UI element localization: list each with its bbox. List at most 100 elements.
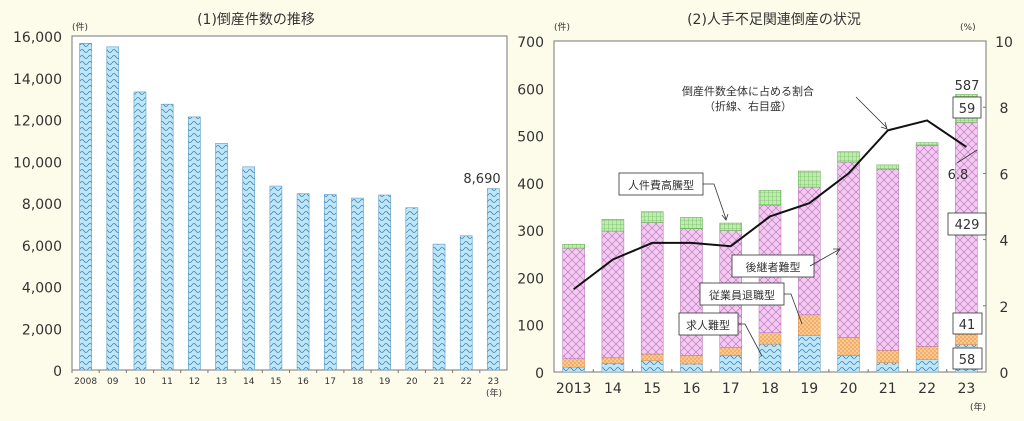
recruit-2023-value: 58 [959, 353, 976, 368]
bar-segment [758, 332, 782, 345]
bar-segment [719, 222, 742, 231]
arrow-head-icon [833, 248, 841, 256]
y-unit-label: (件) [72, 21, 88, 33]
x-tick-label: 19 [379, 377, 391, 387]
x-tick-label: 17 [722, 381, 740, 397]
bar [269, 185, 283, 371]
x-tick-label: 12 [189, 377, 200, 387]
x-tick-label: 16 [683, 381, 701, 397]
x-tick-label: 10 [134, 377, 146, 387]
bar [351, 197, 364, 371]
y-tick-label-left: 400 [517, 177, 544, 193]
retire-2023-box [952, 312, 983, 335]
bar [323, 194, 337, 371]
bar-segment [640, 211, 664, 223]
bar-segment [837, 337, 860, 356]
ratio-line [573, 119, 967, 291]
y-tick-label-left: 0 [535, 366, 544, 382]
y-tick-label-left: 600 [517, 82, 544, 98]
y-tick-label-right: 0 [1000, 366, 1009, 382]
retire-arrow [784, 293, 803, 325]
x-tick-label: 18 [352, 377, 364, 387]
y-tick-label-left: 500 [517, 130, 544, 146]
bar-segment [601, 357, 625, 364]
y-tick-label-right: 2 [1000, 300, 1009, 316]
bar-segment [562, 358, 585, 368]
x-tick-label: 20 [406, 377, 418, 387]
y-unit-left: (件) [554, 21, 570, 33]
y-tick-label: 8,000 [22, 197, 62, 213]
bar [378, 194, 391, 371]
arrow-head-icon [721, 213, 729, 221]
bar-segment [680, 363, 703, 373]
bar-segment [876, 168, 900, 351]
x-tick-label: 14 [604, 381, 622, 397]
bar-segment [562, 244, 585, 249]
bar-segment [915, 145, 939, 347]
x-tick-label: 15 [270, 377, 281, 387]
bar-segment [601, 219, 625, 232]
chart-title: (1)倒産件数の推移 [197, 12, 315, 28]
y-tick-label-left: 700 [517, 35, 544, 51]
x-tick-label: 14 [243, 377, 255, 387]
bar [487, 188, 500, 371]
last-value-label: 8,690 [463, 172, 500, 187]
bar-segment [601, 230, 625, 359]
x-tick-label: 19 [800, 381, 818, 397]
bar [242, 166, 256, 371]
bar [215, 143, 228, 371]
bar [133, 91, 147, 371]
retire-type-label: 従業員退職型 [709, 288, 775, 302]
y-tick-label-right: 4 [1000, 234, 1009, 250]
bar-segment [758, 343, 782, 373]
bar-segment [915, 142, 939, 146]
y-tick-label: 6,000 [22, 239, 62, 255]
x-tick-label: 15 [643, 381, 661, 397]
line-2023-value: 6.8 [948, 168, 969, 183]
bar-segment [915, 346, 939, 360]
x-tick-label: 2008 [74, 377, 97, 387]
y-tick-label: 4,000 [22, 281, 62, 297]
x-tick-label: 21 [879, 381, 897, 397]
bar-segment [837, 151, 860, 163]
x-tick-label: 20 [840, 381, 858, 397]
x-tick-label: 22 [460, 377, 471, 387]
chart-title: (2)人手不足関連倒産の状況 [687, 12, 861, 28]
x-tick-label: 23 [488, 377, 499, 387]
labor-shortage-bankruptcy-chart: (2)人手不足関連倒産の状況 (件) (%) 01002003004005006… [517, 12, 1013, 413]
line-annotation-sub: （折線、右目盛） [704, 99, 792, 113]
recruit-2023-box [952, 347, 983, 370]
bankruptcy-count-chart: (1)倒産件数の推移 (件) 0 2,000 4,000 6,000 8,000 10,0… [13, 12, 508, 399]
successor-2023-value: 429 [955, 218, 980, 233]
y-tick-label-left: 200 [517, 271, 544, 287]
bar-segment [719, 347, 742, 356]
x-tick-label: 16 [297, 377, 309, 387]
bar [405, 207, 419, 371]
successor-arrow [809, 248, 841, 267]
bar [432, 243, 446, 371]
y-tick-label-right: 10 [995, 35, 1013, 51]
bar-segment [680, 355, 703, 365]
bar-segment [562, 367, 585, 373]
bar [160, 103, 174, 371]
bar-segment [798, 314, 821, 336]
bar-segment [837, 355, 860, 373]
bar-segment [758, 190, 782, 206]
retire-2023-value: 41 [959, 318, 976, 333]
recruit-type-label: 求人難型 [686, 318, 730, 332]
recruit-arrow [738, 323, 763, 357]
y-tick-label: 12,000 [13, 114, 62, 130]
line-value-arrow [956, 149, 978, 164]
bar-segment [876, 362, 900, 373]
line-annotation-arrow [855, 96, 888, 129]
x-tick-label: 13 [216, 377, 227, 387]
x-unit-label: (年) [970, 401, 986, 413]
x-tick-label: 21 [433, 377, 444, 387]
arrow-head-icon [880, 121, 888, 130]
bar-segment [640, 353, 664, 361]
bar [106, 46, 120, 371]
successor-type-label: 後継者難型 [746, 260, 801, 274]
y-tick-label-right: 6 [1000, 167, 1009, 183]
bar [459, 235, 473, 371]
y-tick-label: 10,000 [13, 155, 62, 171]
